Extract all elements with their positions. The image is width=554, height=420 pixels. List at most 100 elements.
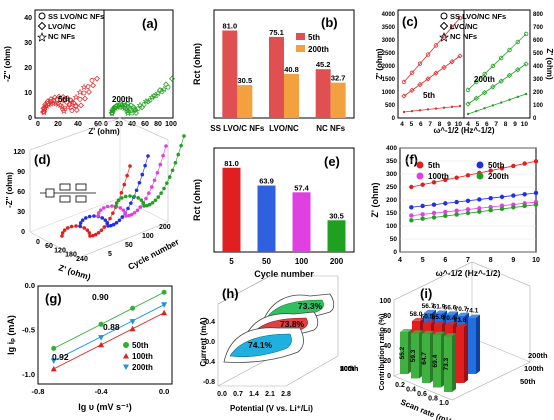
panel-b-ylabel: Rct (ohm) — [192, 43, 202, 85]
bar-value-label: 55.2 — [399, 346, 406, 359]
panel-a-nyquist-curves — [40, 75, 175, 117]
tick-label: 180 — [65, 252, 77, 259]
panel-d-grid — [119, 197, 169, 223]
data-point — [161, 302, 168, 308]
legend-diamond-icon — [37, 21, 47, 31]
legend-marker — [476, 172, 484, 180]
tick-label: 200th — [340, 366, 358, 373]
tick-label: 0 — [28, 115, 32, 122]
marker-diamond — [51, 94, 58, 101]
tick-label: 7 — [466, 257, 470, 264]
panel-c-xlabel: ω^-1/2 (Hz^-1/2) — [434, 126, 495, 135]
tick-label: 9 — [513, 121, 517, 128]
tick-label: 800 — [533, 12, 544, 18]
data-point — [420, 203, 425, 209]
category-label: 200 — [330, 257, 344, 266]
tick-label: 9 — [511, 257, 515, 264]
fit-line — [403, 55, 461, 97]
data-point — [130, 305, 136, 311]
legend-label: 5th — [428, 161, 440, 170]
data-point — [454, 212, 459, 217]
marker-diamond — [417, 81, 423, 88]
bar-value-label: 66.6 — [444, 304, 457, 311]
bar-front — [433, 334, 441, 388]
panel-c-tag: (c) — [402, 14, 418, 29]
panel-g-x-ticks: -0.8 -0.4 0.0 — [32, 387, 170, 396]
panel-g-annotation-0: 0.90 — [92, 292, 109, 302]
marker-circle — [77, 96, 83, 102]
tick-label: 0 — [393, 249, 397, 256]
legend-star-icon — [37, 32, 47, 42]
legend-label: 50th — [132, 341, 149, 350]
panel-d-circuit-icon — [40, 183, 96, 203]
data-point — [431, 202, 437, 207]
tick-label: 9 — [447, 121, 451, 128]
marker-diamond — [401, 93, 407, 99]
tick-label: 20 — [383, 358, 391, 365]
data-point — [443, 201, 448, 206]
bar-front — [456, 326, 464, 383]
panel-g-y-ticks: -1.0 -0.5 0.0 — [22, 281, 35, 379]
legend-marker — [123, 342, 129, 348]
marker-diamond — [409, 87, 415, 93]
marker-circle — [474, 79, 479, 85]
tick-label: 350 — [386, 158, 397, 165]
panel-b-legend-1: 200th — [308, 45, 329, 54]
data-point — [51, 345, 57, 351]
legend-marker — [416, 161, 424, 169]
tick-label: 1.4 — [249, 391, 259, 398]
tick-label: 400 — [533, 64, 544, 70]
marker-diamond — [55, 93, 62, 100]
marker-diamond — [498, 78, 504, 84]
marker-circle — [69, 108, 75, 113]
legend-marker — [123, 364, 129, 370]
tick-label: 1500 — [382, 77, 396, 83]
tick-label: 100 — [533, 103, 544, 109]
panel-c-note-5th: 5th — [423, 91, 435, 100]
tick-label: 0 — [387, 373, 391, 380]
bar-top — [411, 330, 423, 334]
tick-label: 2000 — [382, 64, 396, 70]
legend-label: 200th — [132, 363, 153, 372]
data-point — [499, 203, 505, 208]
marker-diamond — [47, 96, 54, 103]
tick-label: 20 — [24, 65, 32, 72]
tick-label: 60 — [383, 328, 391, 335]
panel-f-tag: (f) — [405, 152, 418, 167]
bar — [257, 185, 276, 252]
marker-circle — [465, 87, 471, 93]
marker-star — [108, 107, 116, 115]
bar-value-label: 40.8 — [284, 65, 299, 74]
tick-label: 200 — [159, 224, 171, 231]
panel-d-grid — [29, 197, 121, 233]
tick-label: 60 — [141, 121, 149, 128]
data-point — [465, 210, 471, 216]
bar-top — [446, 311, 458, 315]
bar-top — [423, 320, 435, 324]
bar — [269, 36, 284, 118]
panel-e-xlabel: Cycle number — [254, 269, 314, 279]
bar — [284, 73, 299, 118]
data-point — [443, 177, 448, 183]
tick-label: -0.4 — [203, 359, 215, 366]
panel-i: (i) Contribution ratio (%) Scan rate (mV… — [377, 261, 548, 420]
panel-g-series — [50, 289, 168, 372]
data-point — [420, 216, 425, 221]
bar-front — [444, 336, 452, 392]
legend-marker — [123, 353, 129, 359]
panel-d-tag: (d) — [34, 152, 51, 167]
marker-circle — [409, 70, 415, 76]
tick-label: 0 — [36, 121, 40, 128]
tick-label: 60 — [94, 121, 102, 128]
data-point — [533, 202, 539, 207]
marker-diamond — [82, 95, 88, 102]
bar — [222, 30, 238, 118]
tick-label: 240 — [76, 256, 88, 263]
marker-circle — [433, 43, 439, 48]
data-point — [511, 193, 516, 198]
marker-diamond — [163, 81, 169, 88]
panel-g-tag: (g) — [45, 291, 62, 306]
marker-diamond — [425, 76, 431, 82]
tick-label: 50 — [125, 242, 133, 249]
bar — [330, 82, 346, 118]
